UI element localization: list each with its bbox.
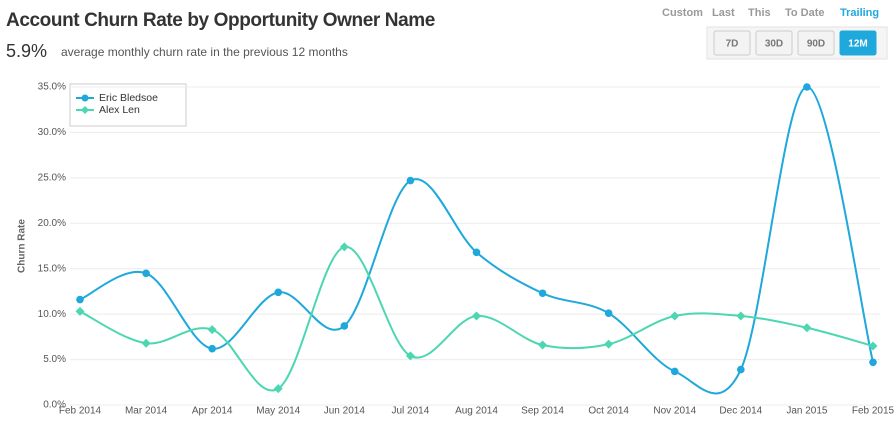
point (273, 384, 283, 394)
point (340, 322, 349, 330)
legend-frame (69, 83, 187, 127)
point (405, 351, 415, 361)
point (75, 306, 85, 316)
legend-marker (81, 106, 89, 114)
point (339, 242, 349, 252)
button-label[interactable]: 90D (807, 39, 825, 50)
point (208, 344, 216, 353)
y-tick-label: 0.0% (43, 400, 66, 411)
y-tick-label: 10.0% (38, 309, 66, 320)
y-tick-label: 20.0% (38, 218, 66, 229)
point (604, 309, 613, 318)
x-tick-label: Jun 2014 (324, 406, 366, 417)
point (472, 311, 481, 321)
y-tick-label: 30.0% (38, 127, 66, 138)
point (142, 269, 150, 278)
point (604, 339, 614, 349)
kpi-text: average monthly churn rate in the previo… (61, 45, 348, 59)
legend-marker (81, 94, 89, 102)
x-tick-label: Apr 2014 (192, 406, 233, 417)
kpi: 5.9% (6, 41, 47, 61)
point (538, 340, 548, 350)
legend-label[interactable]: Alex Len (99, 104, 140, 116)
point (670, 311, 680, 321)
point (207, 325, 217, 335)
x-tick-label: Sep 2014 (521, 406, 564, 417)
button-label[interactable]: 7D (726, 39, 739, 50)
tab[interactable]: To Date (785, 7, 825, 19)
button-label[interactable]: 12M (848, 39, 867, 50)
x-tick-label: Jul 2014 (392, 406, 430, 417)
tab[interactable]: Custom (662, 7, 703, 19)
button[interactable] (755, 30, 793, 56)
tab[interactable]: This (748, 7, 771, 19)
point (868, 341, 878, 351)
point (406, 176, 415, 185)
y-tick-label: 15.0% (38, 263, 66, 274)
legend (69, 83, 187, 127)
tab[interactable]: Trailing (840, 7, 879, 19)
button[interactable] (839, 30, 877, 56)
legend-label[interactable]: Eric Bledsoe (99, 92, 158, 104)
point (538, 289, 547, 298)
x-tick-label: Jan 2015 (786, 406, 828, 417)
button[interactable] (797, 30, 835, 56)
x-tick-label: May 2014 (256, 406, 300, 417)
point (141, 338, 151, 348)
point (737, 365, 745, 374)
x-tick-label: Nov 2014 (653, 406, 696, 417)
point (736, 311, 746, 321)
y-tick-label: 25.0% (38, 172, 66, 183)
y-tick-label: 35.0% (38, 82, 66, 93)
point (803, 83, 811, 91)
button-label[interactable]: 30D (765, 39, 783, 50)
x-tick-label: Feb 2015 (852, 406, 894, 417)
button[interactable] (713, 30, 751, 56)
x-tick-label: Aug 2014 (455, 406, 498, 417)
y-axis-label: Churn Rate (17, 219, 28, 273)
x-tick-label: Dec 2014 (719, 406, 762, 417)
point (869, 358, 877, 367)
y-tick-label: 5.0% (43, 354, 66, 365)
x-tick-label: Mar 2014 (125, 406, 168, 417)
point (802, 323, 812, 333)
series-line (79, 85, 874, 395)
x-tick-label: Feb 2014 (59, 406, 102, 417)
point (76, 295, 84, 304)
point (670, 367, 679, 376)
point (274, 288, 283, 297)
tab[interactable]: Last (712, 7, 735, 19)
series-line (79, 245, 874, 392)
x-tick-label: Oct 2014 (588, 406, 629, 417)
point (472, 248, 481, 257)
title: Account Churn Rate by Opportunity Owner … (6, 10, 435, 31)
